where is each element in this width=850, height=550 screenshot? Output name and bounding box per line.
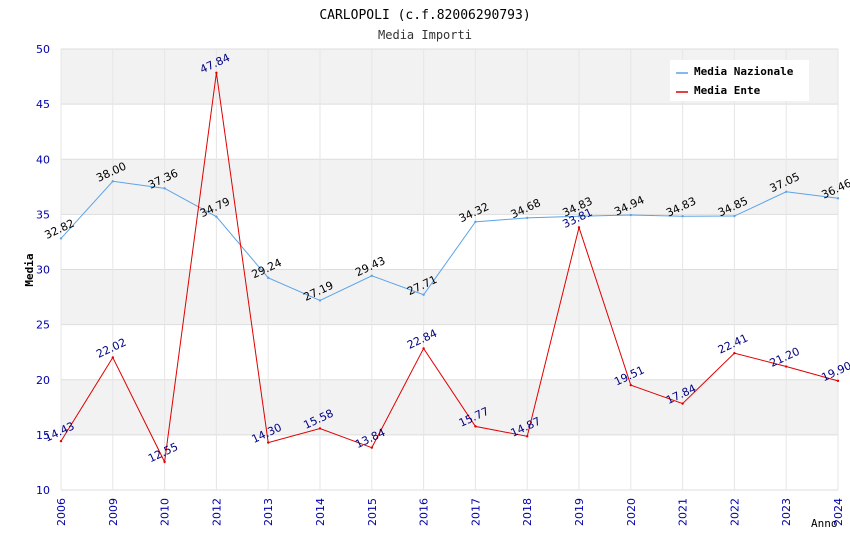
data-point bbox=[629, 213, 632, 217]
grid-lines bbox=[60, 48, 839, 491]
data-point bbox=[215, 71, 218, 75]
y-axis-ticks: 10 15 20 25 30 35 40 45 50 bbox=[36, 43, 50, 497]
x-tick-label: 2021 bbox=[677, 498, 690, 526]
x-axis-label: Anno bbox=[811, 517, 838, 530]
data-point bbox=[681, 215, 684, 218]
data-point bbox=[733, 214, 736, 218]
y-tick-label: 15 bbox=[36, 429, 50, 442]
data-point bbox=[836, 197, 840, 200]
data-point bbox=[215, 215, 218, 218]
data-label: 14.43 bbox=[42, 419, 76, 444]
data-label: 22.02 bbox=[94, 336, 128, 361]
data-point bbox=[785, 190, 788, 193]
y-axis-label: Media bbox=[23, 253, 36, 286]
series-line-media-nazionale bbox=[60, 180, 839, 302]
x-tick-label: 2015 bbox=[366, 498, 379, 526]
x-tick-label: 2017 bbox=[469, 498, 482, 526]
data-point bbox=[59, 439, 63, 443]
y-tick-label: 25 bbox=[36, 319, 50, 332]
grid-bands bbox=[61, 49, 838, 435]
x-tick-label: 2009 bbox=[107, 498, 120, 526]
data-point bbox=[474, 425, 477, 428]
series-line-media-ente bbox=[60, 72, 839, 464]
data-label: 12.55 bbox=[146, 440, 180, 465]
x-tick-label: 2019 bbox=[573, 498, 586, 526]
grid-band bbox=[61, 269, 838, 325]
x-tick-label: 2023 bbox=[780, 498, 793, 526]
data-point bbox=[422, 293, 425, 296]
data-point bbox=[577, 226, 581, 229]
y-tick-label: 30 bbox=[36, 264, 50, 277]
data-point bbox=[267, 441, 270, 444]
data-point bbox=[577, 215, 581, 218]
x-tick-label: 2016 bbox=[418, 498, 431, 526]
data-point bbox=[526, 216, 529, 220]
data-point bbox=[370, 446, 373, 449]
data-point bbox=[629, 383, 632, 387]
data-point bbox=[318, 427, 322, 430]
y-tick-label: 20 bbox=[36, 374, 50, 387]
data-point bbox=[681, 402, 684, 405]
legend: Media Nazionale Media Ente bbox=[670, 60, 809, 101]
data-point bbox=[267, 276, 270, 280]
data-point bbox=[318, 299, 322, 302]
y-tick-label: 10 bbox=[36, 484, 50, 497]
data-point bbox=[163, 187, 166, 190]
data-point bbox=[836, 379, 840, 383]
data-point bbox=[785, 365, 788, 368]
data-point bbox=[59, 237, 63, 240]
legend-label-media-ente: Media Ente bbox=[694, 84, 761, 97]
x-axis-ticks: 2006 2009 2010 2012 2013 2014 2015 2016 2017 2018… bbox=[55, 498, 845, 526]
grid-band bbox=[61, 159, 838, 215]
y-tick-label: 35 bbox=[36, 208, 50, 221]
data-point bbox=[733, 351, 736, 355]
data-point bbox=[422, 347, 425, 350]
y-tick-label: 50 bbox=[36, 43, 50, 56]
grid-band bbox=[61, 379, 838, 435]
x-tick-label: 2012 bbox=[210, 498, 223, 526]
data-point bbox=[111, 180, 115, 183]
x-tick-label: 2006 bbox=[55, 498, 68, 526]
x-tick-label: 2024 bbox=[832, 498, 845, 526]
data-point bbox=[111, 356, 115, 359]
chart-title: CARLOPOLI (c.f.82006290793) bbox=[319, 8, 530, 23]
data-point bbox=[163, 460, 166, 464]
data-label: 22.84 bbox=[405, 327, 439, 352]
data-point bbox=[474, 220, 477, 224]
data-point bbox=[526, 435, 529, 438]
x-tick-label: 2018 bbox=[521, 498, 534, 526]
series-lines bbox=[59, 71, 840, 464]
x-tick-label: 2020 bbox=[625, 498, 638, 526]
chart-subtitle: Media Importi bbox=[378, 28, 472, 42]
legend-box bbox=[670, 60, 809, 101]
data-label: 22.41 bbox=[716, 331, 750, 356]
x-tick-label: 2013 bbox=[262, 498, 275, 526]
x-tick-label: 2014 bbox=[314, 498, 327, 526]
data-point bbox=[370, 274, 373, 277]
x-tick-label: 2010 bbox=[159, 498, 172, 526]
x-tick-label: 2022 bbox=[728, 498, 741, 526]
y-tick-label: 40 bbox=[36, 153, 50, 166]
y-tick-label: 45 bbox=[36, 98, 50, 111]
legend-label-media-nazionale: Media Nazionale bbox=[694, 65, 794, 78]
